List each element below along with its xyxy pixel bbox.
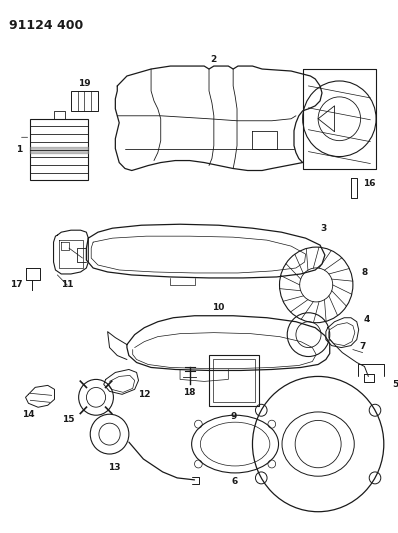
Text: 11: 11 — [61, 280, 73, 289]
Text: 10: 10 — [213, 303, 225, 312]
Bar — [213, 359, 256, 402]
Text: 14: 14 — [22, 410, 35, 419]
Text: 1: 1 — [16, 145, 23, 154]
Text: 3: 3 — [320, 224, 326, 233]
Text: 15: 15 — [62, 415, 75, 424]
Text: 9: 9 — [231, 411, 237, 421]
Text: 16: 16 — [363, 179, 376, 188]
Text: 91124 400: 91124 400 — [9, 19, 83, 33]
Text: 13: 13 — [108, 464, 121, 472]
Text: 4: 4 — [363, 315, 370, 324]
Bar — [30, 119, 88, 181]
Text: 5: 5 — [392, 380, 398, 389]
Text: 18: 18 — [183, 388, 196, 397]
Text: 17: 17 — [10, 280, 23, 289]
Text: 8: 8 — [361, 269, 368, 278]
Text: 19: 19 — [78, 79, 91, 88]
Text: 2: 2 — [211, 54, 217, 63]
Text: 12: 12 — [139, 390, 151, 399]
Bar — [209, 354, 259, 406]
Text: 6: 6 — [232, 478, 238, 487]
Text: 7: 7 — [359, 342, 366, 351]
Bar — [71, 91, 98, 111]
